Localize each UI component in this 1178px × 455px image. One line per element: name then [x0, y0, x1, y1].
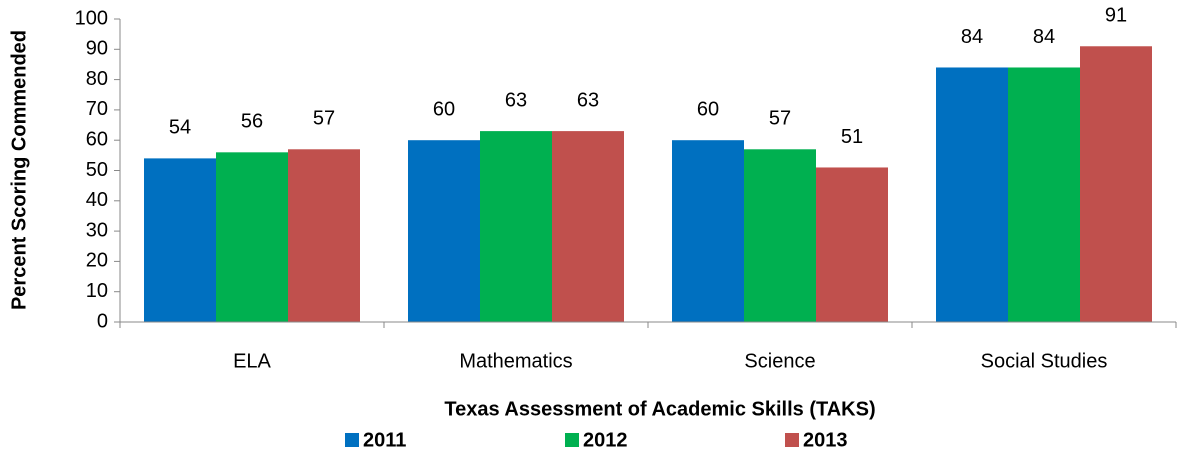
data-label: 91	[1105, 5, 1127, 27]
y-tick-label: 0	[97, 310, 108, 332]
data-label: 57	[313, 108, 335, 130]
bar	[816, 167, 888, 322]
y-tick-label: 30	[86, 219, 108, 241]
y-tick-label: 70	[86, 98, 108, 120]
y-tick-label: 80	[86, 68, 108, 90]
bar	[672, 140, 744, 322]
legend-swatch	[345, 433, 359, 447]
legend-label: 2011	[363, 429, 406, 451]
legend-label: 2013	[803, 429, 848, 451]
x-tick-label: Science	[744, 350, 815, 372]
data-label: 60	[433, 98, 455, 120]
data-label: 84	[1033, 26, 1055, 48]
y-tick-label: 10	[86, 280, 108, 302]
bar	[216, 152, 288, 322]
data-label: 60	[697, 98, 719, 120]
data-label: 84	[961, 26, 983, 48]
y-tick-label: 60	[86, 128, 108, 150]
y-tick-label: 50	[86, 159, 108, 181]
bar	[408, 140, 480, 322]
bar	[480, 131, 552, 322]
legend-swatch	[785, 433, 799, 447]
x-axis-label: Texas Assessment of Academic Skills (TAK…	[444, 398, 875, 420]
bar	[744, 149, 816, 322]
legend-label: 2012	[583, 429, 628, 451]
bar	[288, 149, 360, 322]
legend-swatch	[565, 433, 579, 447]
y-tick-label: 90	[86, 38, 108, 60]
data-label: 56	[241, 111, 263, 133]
y-tick-label: 20	[86, 250, 108, 272]
x-tick-label: Social Studies	[981, 350, 1108, 372]
data-label: 54	[169, 117, 191, 139]
bar	[1080, 46, 1152, 323]
x-tick-label: ELA	[233, 350, 271, 372]
bar	[552, 131, 624, 322]
bar	[936, 67, 1008, 322]
y-tick-label: 100	[75, 7, 108, 29]
data-label: 57	[769, 108, 791, 130]
x-tick-label: Mathematics	[459, 350, 572, 372]
data-label: 63	[577, 89, 599, 111]
bar	[144, 158, 216, 322]
data-label: 63	[505, 89, 527, 111]
bar	[1008, 67, 1080, 322]
y-axis-label: Percent Scoring Commended	[8, 30, 30, 310]
y-tick-label: 40	[86, 189, 108, 211]
data-label: 51	[841, 126, 863, 148]
